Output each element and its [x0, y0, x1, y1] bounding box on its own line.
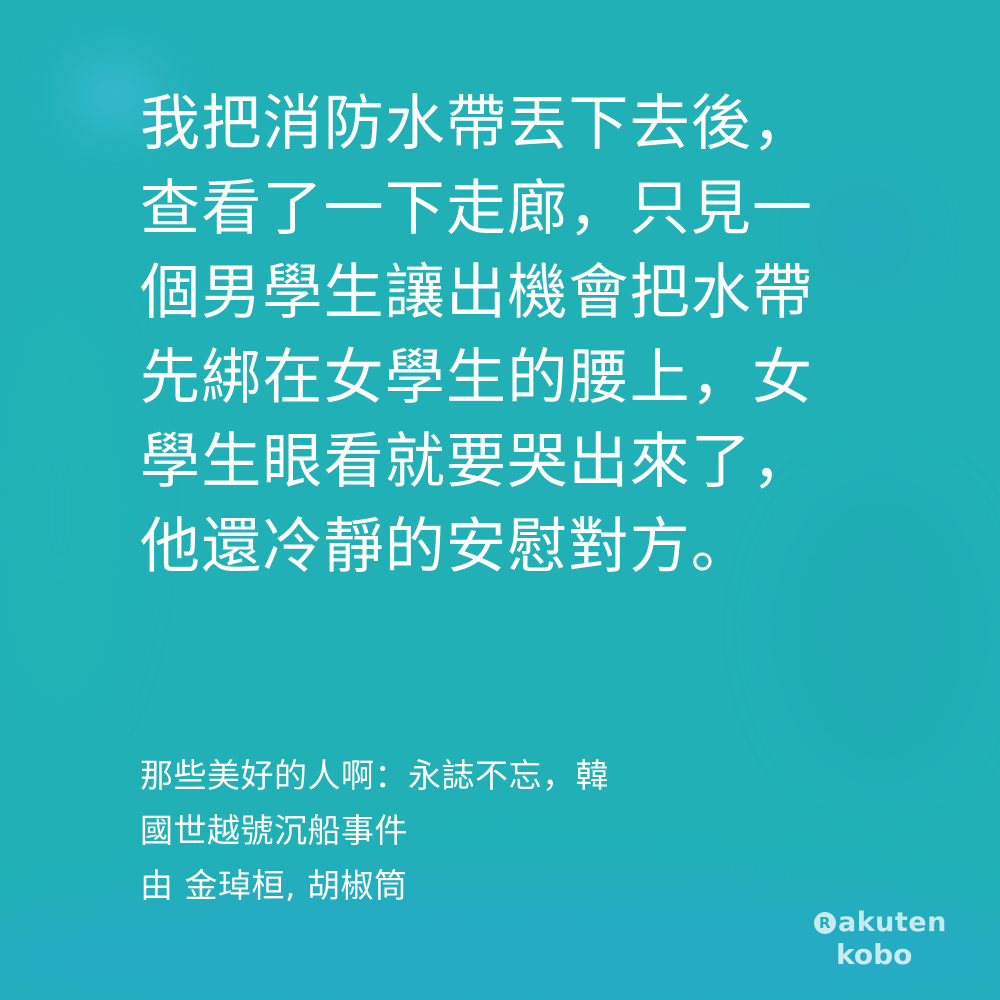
book-title-line: 那些美好的人啊：永誌不忘，韓 — [140, 756, 609, 795]
rakuten-r-icon: R — [814, 912, 836, 934]
book-title-line: 國世越號沉船事件 — [140, 811, 408, 850]
background-blur-spot — [0, 300, 120, 720]
logo-brand-row: R akuten — [814, 906, 947, 940]
book-authors: 由 金琸桓, 胡椒筒 — [140, 866, 408, 905]
logo-brand-text: akuten — [838, 907, 947, 938]
background-blur-spot — [780, 480, 980, 780]
background-blur-band — [0, 880, 1000, 1000]
background-blur-spot — [820, 190, 910, 280]
logo-sub-text: kobo — [836, 938, 913, 971]
rakuten-kobo-logo: R akuten kobo — [814, 906, 947, 970]
quote-text: 我把消防水帶丟下去後，查看了一下走廊，只見一個男學生讓出機會把水帶先綁在女學生的… — [140, 89, 814, 582]
background-blur-spot — [70, 60, 160, 130]
book-source: 那些美好的人啊：永誌不忘，韓 國世越號沉船事件 由 金琸桓, 胡椒筒 — [140, 748, 800, 913]
